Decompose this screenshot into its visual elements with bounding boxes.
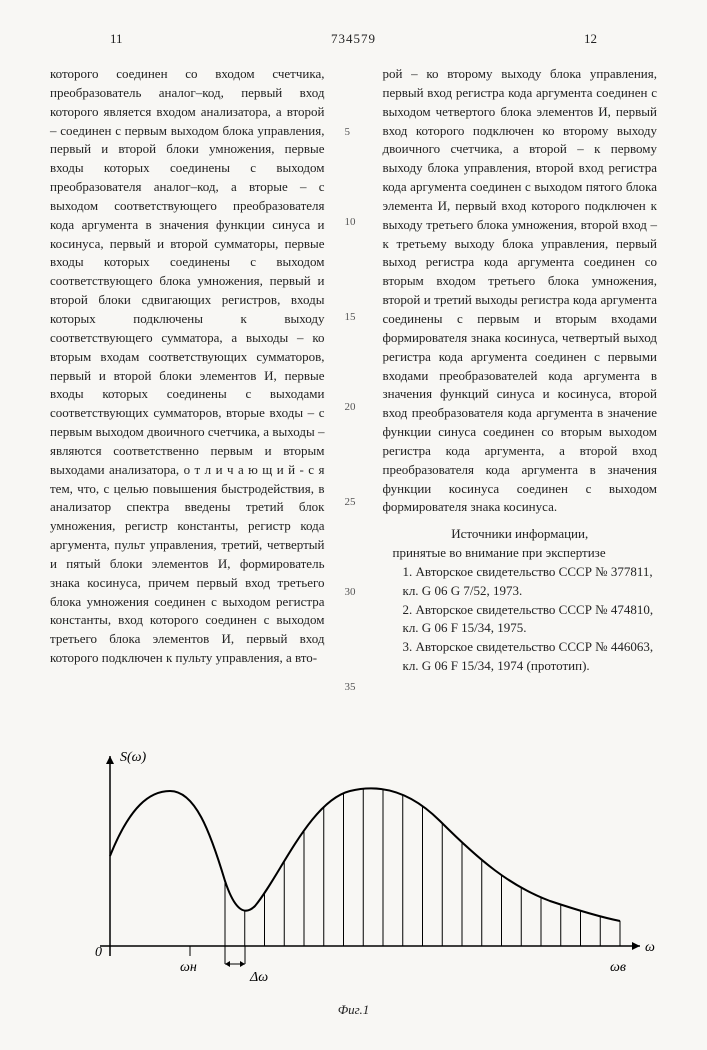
svg-text:0: 0 xyxy=(95,945,102,960)
figure-1: 0 S(ω) ω ωн ωв Δω Фиг.1 xyxy=(50,706,657,1020)
body-columns: которого соединен со входом счетчика, пр… xyxy=(50,65,657,676)
line-number-gutter: 5 10 15 20 25 30 35 xyxy=(345,65,363,676)
sources-heading: Источники информации, xyxy=(383,525,658,544)
right-column-text: рой – ко второму выходу блока управления… xyxy=(383,66,658,514)
page-number-left: 11 xyxy=(110,30,123,49)
reference-2: 2. Авторское свидетельство СССР № 474810… xyxy=(383,601,658,639)
svg-text:ω: ω xyxy=(645,940,655,955)
sources-subheading: принятые во внимание при экспертизе xyxy=(383,544,658,563)
patent-number: 734579 xyxy=(331,30,376,49)
line-num: 35 xyxy=(345,680,356,696)
svg-text:S(ω): S(ω) xyxy=(120,750,147,765)
line-num: 20 xyxy=(345,400,356,416)
right-column: рой – ко второму выходу блока управления… xyxy=(383,65,658,676)
line-num: 5 xyxy=(345,125,351,141)
reference-1: 1. Авторское свидетельство СССР № 377811… xyxy=(383,563,658,601)
figure-label: Фиг.1 xyxy=(50,1001,657,1020)
page-number-right: 12 xyxy=(584,30,597,49)
line-num: 30 xyxy=(345,585,356,601)
reference-3: 3. Авторское свидетельство СССР № 446063… xyxy=(383,638,658,676)
line-num: 25 xyxy=(345,495,356,511)
spectrum-chart: 0 S(ω) ω ωн ωв Δω xyxy=(50,706,670,996)
line-num: 10 xyxy=(345,215,356,231)
svg-text:ωн: ωн xyxy=(180,960,197,975)
page-header: 11 734579 12 xyxy=(50,30,657,50)
line-num: 15 xyxy=(345,310,356,326)
left-column: которого соединен со входом счетчика, пр… xyxy=(50,65,325,676)
svg-text:Δω: Δω xyxy=(249,970,268,985)
svg-text:ωв: ωв xyxy=(610,960,626,975)
